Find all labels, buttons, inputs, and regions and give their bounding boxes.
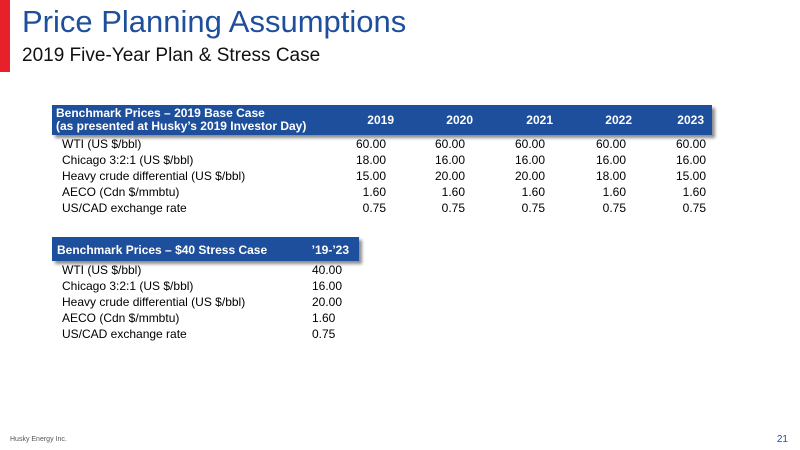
table-row-label: AECO (Cdn $/mmbtu) xyxy=(62,311,180,325)
year-header: 2021 xyxy=(526,113,553,127)
table-cell: 16.00 xyxy=(514,153,545,167)
table-row-label: WTI (US $/bbl) xyxy=(62,137,142,151)
table-row-label: Chicago 3:2:1 (US $/bbl) xyxy=(62,279,194,293)
table-cell: 0.75 xyxy=(682,201,706,215)
table-cell: 60.00 xyxy=(595,137,626,151)
year-header: 2023 xyxy=(677,113,704,127)
table-cell: 16.00 xyxy=(675,153,706,167)
table-row-label: Heavy crude differential (US $/bbl) xyxy=(62,295,246,309)
year-header: 2020 xyxy=(446,113,473,127)
table-cell: 1.60 xyxy=(682,185,706,199)
year-header: 2019 xyxy=(367,113,394,127)
table-cell: 60.00 xyxy=(514,137,545,151)
accent-bar xyxy=(0,0,10,72)
table-row-label: Chicago 3:2:1 (US $/bbl) xyxy=(62,153,194,167)
table-cell: 16.00 xyxy=(595,153,626,167)
slide-title: Price Planning Assumptions xyxy=(22,4,407,39)
table-cell: 16.00 xyxy=(312,279,343,293)
table-cell: 1.60 xyxy=(362,185,386,199)
table-cell: 1.60 xyxy=(521,185,545,199)
table-row-label: US/CAD exchange rate xyxy=(62,327,187,341)
stress-case-period: ’19-’23 xyxy=(311,243,349,257)
table-row-label: US/CAD exchange rate xyxy=(62,201,187,215)
base-case-header-title: Benchmark Prices – 2019 Base Case (as pr… xyxy=(56,107,306,133)
table-row-label: WTI (US $/bbl) xyxy=(62,263,142,277)
footer-company: Husky Energy Inc. xyxy=(10,436,67,443)
table-cell: 15.00 xyxy=(675,169,706,183)
table-cell: 18.00 xyxy=(595,169,626,183)
table-cell: 1.60 xyxy=(441,185,465,199)
table-cell: 0.75 xyxy=(441,201,465,215)
stress-case-header-title: Benchmark Prices – $40 Stress Case xyxy=(57,243,268,257)
table-cell: 0.75 xyxy=(312,327,336,341)
table-cell: 1.60 xyxy=(312,311,336,325)
table-cell: 60.00 xyxy=(675,137,706,151)
table-row-label: Heavy crude differential (US $/bbl) xyxy=(62,169,246,183)
table-cell: 0.75 xyxy=(602,201,626,215)
base-case-header-line1: Benchmark Prices – 2019 Base Case xyxy=(56,106,265,120)
base-case-header: Benchmark Prices – 2019 Base Case (as pr… xyxy=(52,105,712,135)
table-cell: 15.00 xyxy=(355,169,386,183)
table-cell: 20.00 xyxy=(514,169,545,183)
table-row-label: AECO (Cdn $/mmbtu) xyxy=(62,185,180,199)
table-cell: 40.00 xyxy=(312,263,343,277)
table-cell: 20.00 xyxy=(434,169,465,183)
table-cell: 20.00 xyxy=(312,295,343,309)
table-cell: 16.00 xyxy=(434,153,465,167)
stress-case-header: Benchmark Prices – $40 Stress Case ’19-’… xyxy=(52,237,359,261)
table-cell: 60.00 xyxy=(355,137,386,151)
base-case-header-line2: (as presented at Husky’s 2019 Investor D… xyxy=(56,119,307,133)
page-number: 21 xyxy=(776,434,788,445)
table-cell: 1.60 xyxy=(602,185,626,199)
table-cell: 0.75 xyxy=(521,201,545,215)
slide-subtitle: 2019 Five-Year Plan & Stress Case xyxy=(22,45,321,66)
table-cell: 0.75 xyxy=(362,201,386,215)
table-cell: 18.00 xyxy=(355,153,386,167)
table-cell: 60.00 xyxy=(434,137,465,151)
year-header: 2022 xyxy=(605,113,632,127)
